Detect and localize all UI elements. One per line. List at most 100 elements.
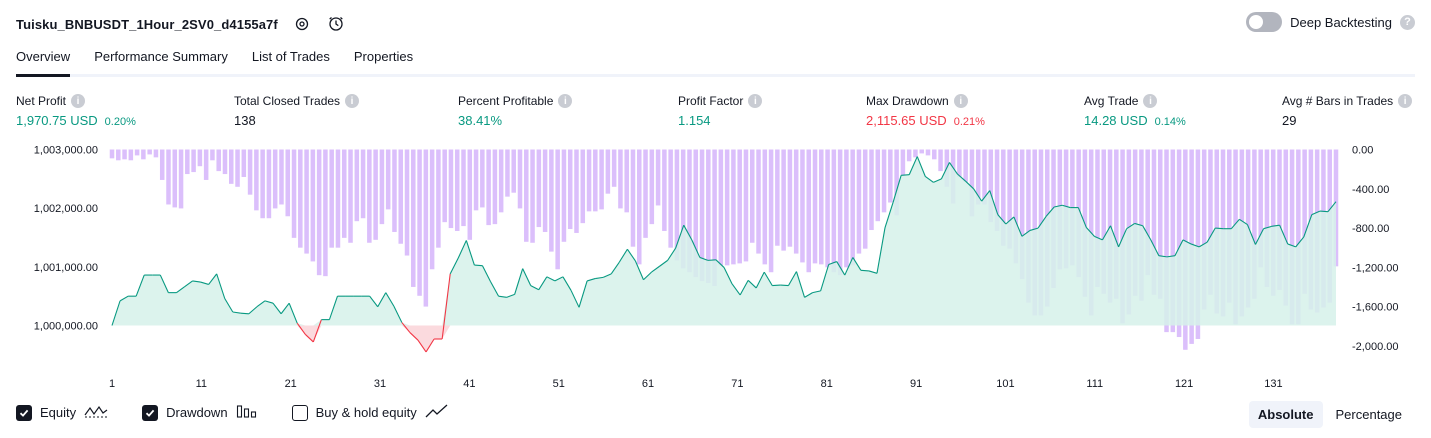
- metric-avg-trade: Avg Trade i 14.28 USD 0.14%: [1084, 94, 1186, 128]
- info-icon[interactable]: i: [748, 94, 763, 108]
- drawdown-bar: [825, 149, 830, 268]
- drawdown-bar: [178, 149, 184, 209]
- drawdown-bar: [486, 149, 491, 226]
- equity-line-segment: [474, 264, 483, 267]
- drawdown-bar: [323, 149, 328, 277]
- drawdown-bar: [925, 149, 931, 156]
- drawdown-bar: [1164, 149, 1169, 333]
- chart-legend: Equity Drawdown Buy & hold equity: [16, 403, 449, 422]
- equity-line-segment: [570, 290, 580, 308]
- drawdown-bar: [147, 149, 152, 155]
- metric-value: 138: [234, 113, 256, 128]
- drawdown-bar: [480, 149, 485, 208]
- tab-overview[interactable]: Overview: [16, 46, 71, 77]
- drawdown-bar: [637, 149, 642, 265]
- drawdown-bar: [348, 149, 353, 243]
- equity-line-segment: [522, 268, 532, 286]
- drawdown-bar: [1007, 149, 1012, 249]
- equity-line-segment: [176, 286, 185, 294]
- drawdown-bar: [756, 149, 761, 254]
- equity-line-segment: [465, 240, 475, 266]
- equity-line-segment: [1319, 210, 1328, 213]
- tab-performance-summary[interactable]: Performance Summary: [94, 49, 228, 64]
- scale-switch: Absolute Percentage: [1248, 401, 1411, 428]
- tab-properties[interactable]: Properties: [353, 49, 414, 64]
- info-icon[interactable]: i: [345, 94, 360, 108]
- drawdown-bar: [988, 149, 994, 223]
- drawdown-bar: [197, 149, 203, 167]
- drawdown-bar: [957, 149, 962, 177]
- drawdown-bar: [561, 149, 567, 242]
- absolute-button[interactable]: Absolute: [1248, 401, 1323, 428]
- equity-line-segment: [1327, 201, 1337, 213]
- drawdown-bar: [1145, 149, 1150, 276]
- info-icon[interactable]: i: [558, 94, 573, 108]
- equity-checkbox[interactable]: Equity: [16, 403, 108, 422]
- drawdown-bar: [812, 149, 818, 264]
- equity-line-segment: [723, 267, 733, 285]
- deep-backtesting-toggle[interactable]: [1246, 12, 1283, 32]
- drawdown-bar: [316, 149, 322, 276]
- equity-line-segment: [1037, 216, 1047, 229]
- info-icon[interactable]: i: [1398, 94, 1413, 108]
- equity-drawdown-chart[interactable]: 1,003,000.00 1,002,000.00 1,001,000.00 1,00…: [0, 140, 1431, 398]
- equity-line-segment: [940, 162, 950, 180]
- equity-line-segment: [715, 259, 725, 268]
- equity-line-segment: [1029, 227, 1039, 231]
- drawdown-bar: [1132, 149, 1138, 296]
- settings-icon[interactable]: [292, 14, 312, 34]
- metric-max-drawdown: Max Drawdown i 2,115.65 USD 0.21%: [866, 94, 985, 128]
- equity-line-segment: [1134, 222, 1143, 227]
- equity-line-segment: [908, 156, 918, 175]
- drawdown-bar: [367, 149, 372, 243]
- x-axis-tick: 121: [1175, 378, 1193, 390]
- drawdown-bar: [360, 149, 366, 219]
- tab-list-of-trades[interactable]: List of Trades: [251, 49, 330, 64]
- refresh-clock-icon[interactable]: [326, 14, 346, 34]
- x-axis-tick: 91: [910, 378, 922, 390]
- percentage-button[interactable]: Percentage: [1335, 407, 1403, 422]
- metric-label: Total Closed Trades: [234, 94, 341, 108]
- drawdown-bar: [862, 149, 868, 249]
- drawdown-bar: [109, 149, 115, 159]
- equity-line-segment: [1206, 227, 1216, 243]
- metric-value: 29: [1282, 113, 1297, 128]
- report-tabs: Overview Performance Summary List of Tra…: [16, 46, 1415, 77]
- equity-line-segment: [844, 257, 854, 276]
- info-icon[interactable]: i: [953, 94, 968, 108]
- buy-hold-label: Buy & hold equity: [315, 405, 417, 420]
- equity-line-segment: [916, 156, 926, 177]
- drawdown-bar: [718, 149, 724, 266]
- equity-line-segment: [1311, 210, 1321, 216]
- left-axis-tick: 1,002,000.00: [34, 203, 98, 215]
- drawdown-bar: [599, 149, 604, 210]
- equity-line-segment: [586, 278, 596, 282]
- drawdown-bar: [411, 149, 416, 287]
- drawdown-checkbox[interactable]: Drawdown: [142, 403, 257, 422]
- info-icon[interactable]: i: [71, 94, 86, 108]
- equity-line-segment: [795, 271, 806, 298]
- equity-line-segment: [651, 265, 660, 273]
- equity-line-segment: [304, 333, 314, 343]
- buy-hold-checkbox[interactable]: Buy & hold equity: [291, 403, 449, 422]
- info-icon[interactable]: i: [1143, 94, 1158, 108]
- equity-line-segment: [997, 214, 1007, 225]
- equity-line-segment: [1190, 243, 1200, 248]
- metric-avg-bars: Avg # Bars in Trades i 29: [1282, 94, 1413, 128]
- metric-label: Avg Trade: [1084, 94, 1139, 108]
- equity-line-segment: [973, 188, 983, 202]
- right-axis-tick: -1,200.00: [1352, 262, 1398, 274]
- equity-line-segment: [1077, 207, 1087, 228]
- equity-line-segment: [159, 274, 169, 293]
- drawdown-bar: [530, 149, 535, 243]
- help-icon[interactable]: ?: [1400, 14, 1415, 30]
- equity-line-segment: [280, 302, 290, 315]
- drawdown-bar: [768, 149, 774, 273]
- equity-line-segment: [1263, 225, 1272, 230]
- drawdown-bar: [153, 149, 159, 158]
- equity-line-segment: [457, 240, 467, 259]
- drawdown-bar: [191, 149, 196, 173]
- drawdown-bars-icon: [236, 403, 258, 422]
- equity-line-segment: [820, 264, 830, 292]
- metric-label: Avg # Bars in Trades: [1282, 94, 1394, 108]
